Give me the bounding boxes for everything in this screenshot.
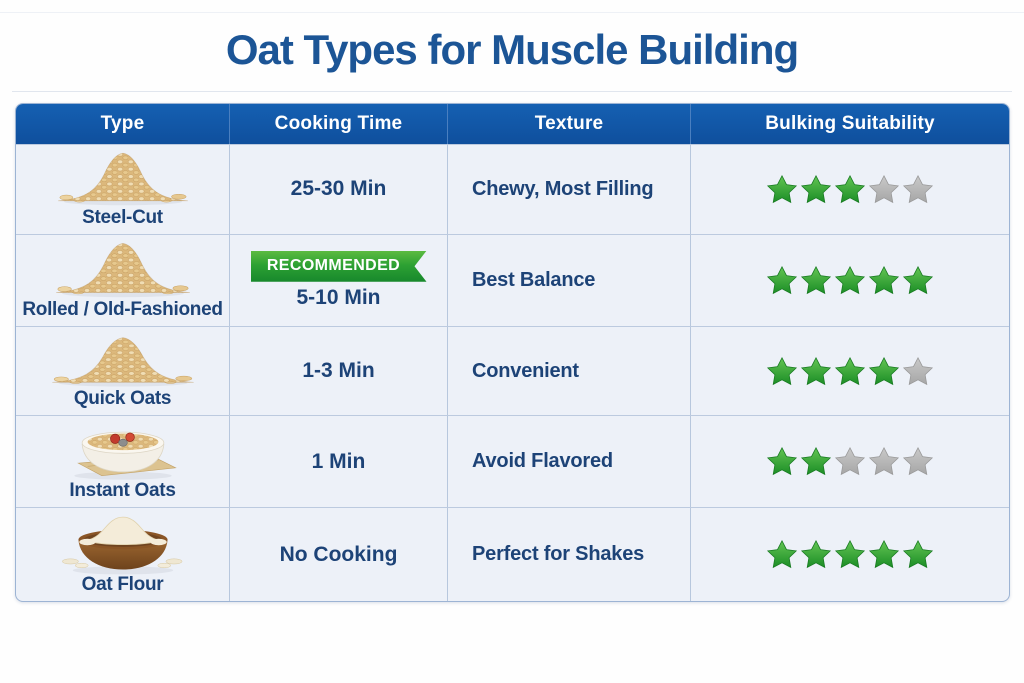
- star-icon: [766, 356, 798, 385]
- cooking-time-cell: 1-3 Min: [230, 326, 448, 416]
- star-icon: [800, 265, 832, 294]
- star-rating: [691, 145, 1009, 234]
- cooking-time-text: 5-10 Min: [296, 285, 381, 309]
- type-cell: Quick Oats: [16, 326, 230, 416]
- star-icon: [766, 265, 798, 294]
- texture-cell: Perfect for Shakes: [448, 508, 691, 601]
- cooking-time-cell: No Cooking: [230, 508, 448, 601]
- star-icon: [868, 174, 900, 204]
- type-cell: Steel-Cut: [16, 145, 230, 234]
- star-icon: [868, 540, 900, 569]
- type-label: Rolled / Old-Fashioned: [22, 298, 223, 320]
- star-icon: [834, 540, 866, 569]
- oat-types-table: Type Cooking Time Texture Bulking Suitab…: [15, 103, 1010, 602]
- type-label: Oat Flour: [81, 574, 164, 596]
- texture-cell: Chewy, Most Filling: [448, 145, 691, 234]
- recommended-badge: RECOMMENDED: [251, 251, 427, 282]
- star-rating: [691, 508, 1009, 601]
- cooking-time-text: 1 Min: [311, 449, 366, 473]
- star-icon: [834, 447, 866, 476]
- oat-flour-bowl-image: [61, 516, 182, 575]
- texture-cell: Avoid Flavored: [448, 416, 691, 508]
- star-icon: [834, 356, 866, 385]
- star-icon: [902, 447, 934, 476]
- steel-cut-oats-pile-image: [57, 152, 188, 206]
- cooking-time-text: 25-30 Min: [290, 177, 387, 201]
- star-icon: [766, 540, 798, 569]
- star-icon: [800, 447, 832, 476]
- top-divider: [0, 12, 1024, 13]
- star-icon: [834, 174, 866, 204]
- header-texture: Texture: [448, 104, 691, 144]
- type-label: Quick Oats: [73, 388, 172, 410]
- star-icon: [800, 540, 832, 569]
- type-label: Instant Oats: [69, 480, 176, 502]
- instant-oats-bowl-image: [73, 432, 177, 480]
- star-icon: [766, 174, 798, 204]
- table-row: Steel-Cut 25-30 Min Chewy, Most Filling: [16, 144, 1009, 234]
- star-icon: [868, 447, 900, 476]
- type-cell: Instant Oats: [16, 416, 230, 508]
- cooking-time-cell: RECOMMENDED 5-10 Min: [230, 234, 448, 326]
- star-icon: [800, 174, 832, 204]
- star-icon: [902, 356, 934, 385]
- type-cell: Rolled / Old-Fashioned: [16, 234, 230, 326]
- star-icon: [868, 356, 900, 385]
- type-label: Steel-Cut: [82, 207, 163, 228]
- type-cell: Oat Flour: [16, 508, 230, 601]
- table-row: Instant Oats 1 Min Avoid Flavored: [16, 415, 1009, 508]
- title-divider: [12, 91, 1012, 92]
- table-header-row: Type Cooking Time Texture Bulking Suitab…: [16, 104, 1009, 144]
- header-type: Type: [16, 104, 230, 144]
- star-icon: [902, 540, 934, 569]
- cooking-time-text: No Cooking: [279, 542, 398, 566]
- star-rating: [691, 327, 1009, 416]
- cooking-time-cell: 25-30 Min: [230, 145, 448, 234]
- star-rating: [691, 235, 1009, 326]
- header-cooking-time: Cooking Time: [230, 104, 448, 144]
- cooking-time-text: 1-3 Min: [302, 359, 375, 382]
- texture-cell: Best Balance: [448, 234, 691, 326]
- star-icon: [902, 174, 934, 204]
- star-rating: [691, 416, 1009, 507]
- page-title: Oat Types for Muscle Building: [225, 26, 799, 73]
- star-icon: [800, 356, 832, 385]
- texture-cell: Convenient: [448, 326, 691, 416]
- quick-oats-pile-image: [51, 337, 194, 388]
- header-bulking-suitability: Bulking Suitability: [765, 113, 935, 134]
- star-icon: [766, 447, 798, 476]
- star-icon: [868, 265, 900, 294]
- table-row: Quick Oats 1-3 Min Convenient: [16, 325, 1009, 416]
- table-row: Rolled / Old-Fashioned RECOMMENDED 5-10 …: [16, 233, 1009, 326]
- star-icon: [834, 265, 866, 294]
- rolled-oats-pile-image: [55, 242, 190, 298]
- star-icon: [902, 265, 934, 294]
- table-row: Oat Flour No Cooking Perfect for Shakes: [16, 507, 1009, 601]
- cooking-time-cell: 1 Min: [230, 416, 448, 508]
